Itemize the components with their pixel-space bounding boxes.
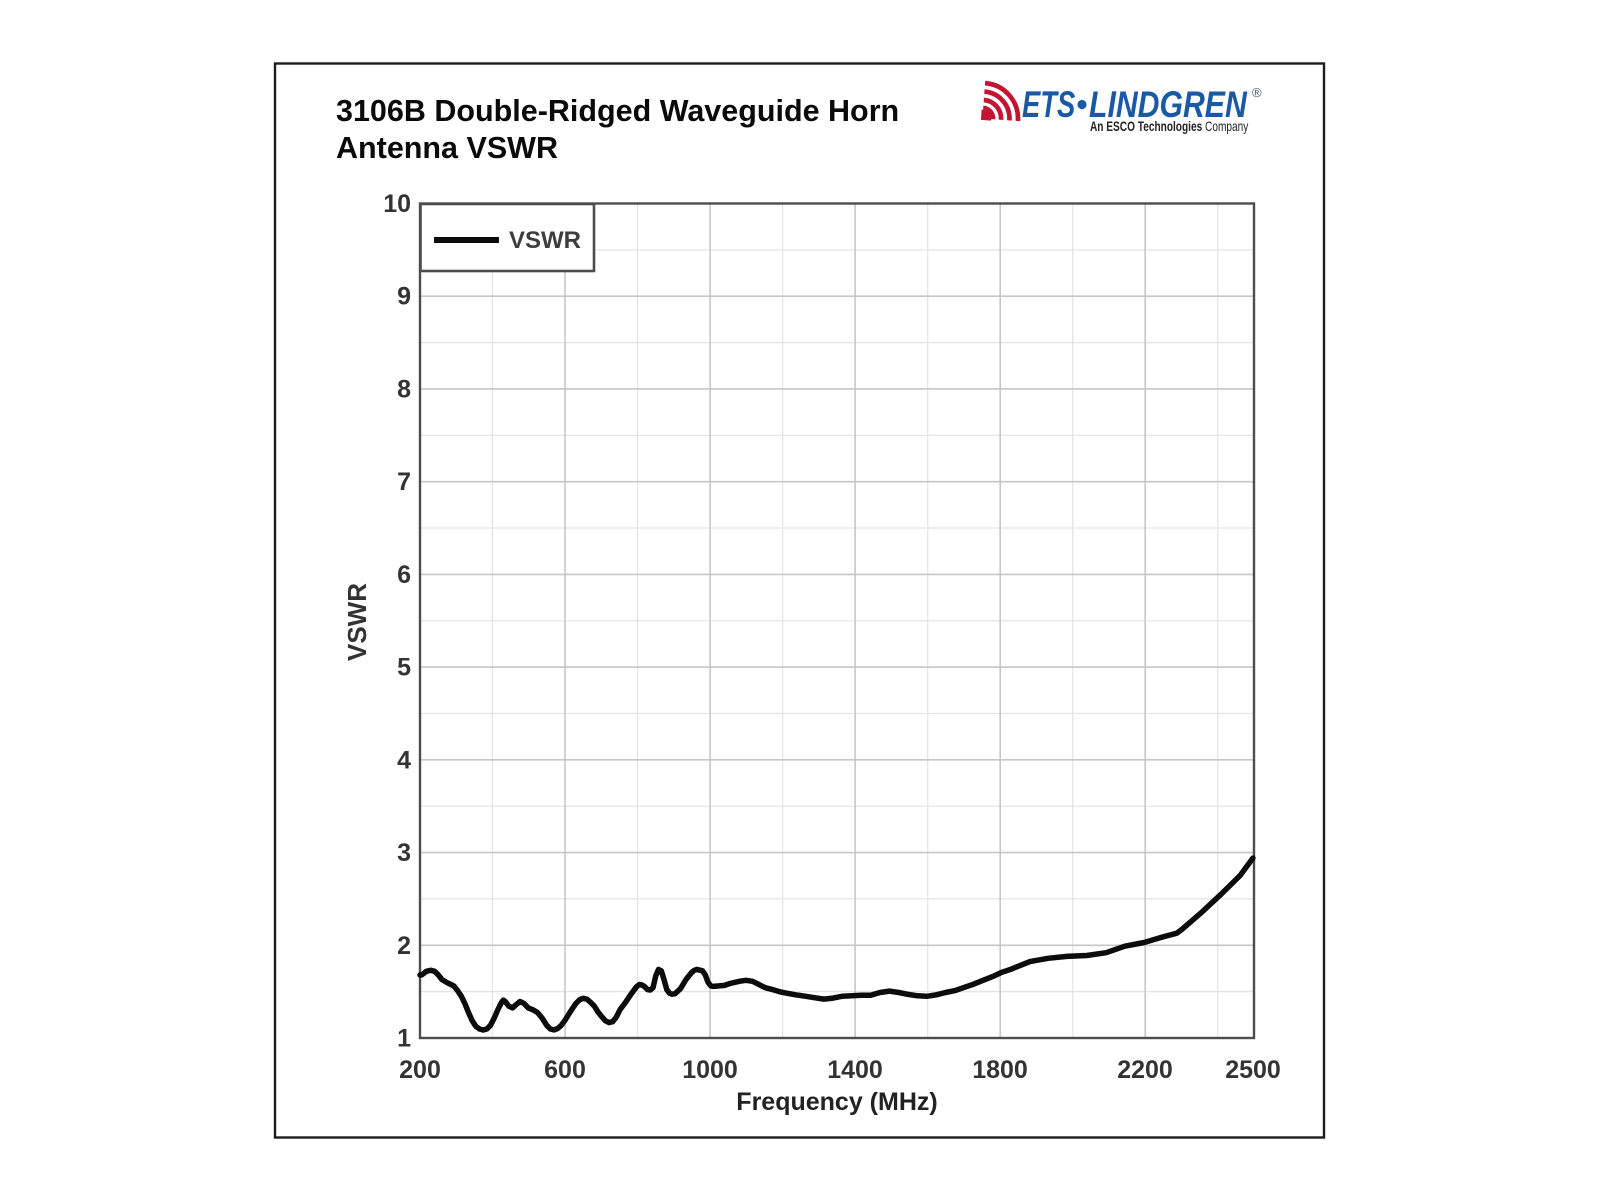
svg-text:1400: 1400 [827, 1056, 883, 1084]
svg-text:200: 200 [399, 1056, 441, 1084]
svg-text:1000: 1000 [682, 1056, 738, 1084]
svg-text:600: 600 [544, 1056, 586, 1084]
svg-text:2: 2 [397, 932, 411, 960]
svg-text:6: 6 [397, 561, 411, 589]
svg-text:1800: 1800 [972, 1056, 1028, 1084]
svg-text:2200: 2200 [1117, 1056, 1173, 1084]
svg-text:Frequency (MHz): Frequency (MHz) [736, 1088, 937, 1116]
svg-text:VSWR: VSWR [509, 227, 581, 254]
svg-text:5: 5 [397, 654, 411, 682]
svg-text:4: 4 [397, 746, 411, 774]
svg-text:9: 9 [397, 283, 411, 311]
svg-text:3: 3 [397, 839, 411, 867]
svg-text:2500: 2500 [1225, 1056, 1281, 1084]
svg-text:LINDGREN: LINDGREN [1089, 84, 1247, 126]
svg-text:VSWR: VSWR [342, 583, 372, 661]
svg-text:®: ® [1252, 85, 1262, 100]
svg-text:1: 1 [397, 1025, 411, 1053]
svg-text:An ESCO Technologies Company: An ESCO Technologies Company [1090, 119, 1248, 135]
svg-text:10: 10 [383, 190, 411, 218]
svg-text:Antenna VSWR: Antenna VSWR [336, 131, 558, 165]
svg-text:8: 8 [397, 375, 411, 403]
svg-text:3106B Double-Ridged Waveguide: 3106B Double-Ridged Waveguide Horn [336, 94, 899, 128]
svg-text:ETS: ETS [1022, 84, 1075, 125]
svg-text:7: 7 [397, 468, 411, 496]
